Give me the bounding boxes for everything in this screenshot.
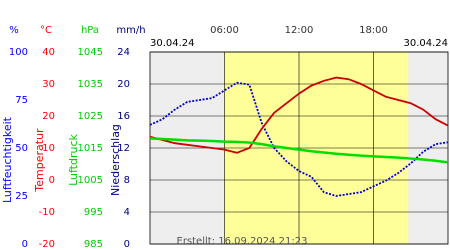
axis-unit: % <box>9 25 19 36</box>
axis-label: Niederschlag <box>109 124 122 196</box>
y-tick-label: 0 <box>124 239 130 250</box>
axis-unit: mm/h <box>116 25 145 36</box>
created-note: Erstellt: 16.09.2024 21:23 <box>177 236 308 247</box>
y-tick-label: 24 <box>117 47 130 58</box>
y-tick-label: 25 <box>15 191 28 202</box>
y-tick-label: 100 <box>9 47 28 58</box>
y-tick-label: 16 <box>117 111 130 122</box>
axis-label: Temperatur <box>33 128 46 193</box>
y-tick-label: 1015 <box>78 143 103 154</box>
y-tick-label: 0 <box>22 239 28 250</box>
plot-frame <box>149 51 449 245</box>
y-tick-label: 0 <box>49 175 55 186</box>
y-tick-label: -20 <box>39 239 55 250</box>
y-tick-label: 995 <box>84 207 103 218</box>
y-tick-label: 30 <box>42 79 55 90</box>
date-right: 30.04.24 <box>403 38 448 49</box>
y-tick-label: 50 <box>15 143 28 154</box>
series-line <box>149 137 449 164</box>
x-tick-label: 12:00 <box>285 25 314 36</box>
series-line <box>149 76 449 154</box>
axis-unit: hPa <box>81 25 99 36</box>
y-tick-label: 12 <box>117 143 130 154</box>
y-tick-label: 10 <box>42 143 55 154</box>
axis-unit: °C <box>40 25 52 36</box>
x-tick-label: 18:00 <box>359 25 388 36</box>
y-tick-label: 1035 <box>78 79 103 90</box>
y-tick-label: -10 <box>39 207 55 218</box>
y-tick-label: 20 <box>117 79 130 90</box>
axis-label: Luftfeuchtigkeit <box>1 116 14 203</box>
y-tick-label: 1025 <box>78 111 103 122</box>
series-line <box>149 81 449 197</box>
y-tick-label: 985 <box>84 239 103 250</box>
y-tick-label: 4 <box>124 207 130 218</box>
y-tick-label: 1005 <box>78 175 103 186</box>
x-tick-label: 06:00 <box>210 25 239 36</box>
axis-label: Luftdruck <box>67 133 80 185</box>
y-tick-label: 20 <box>42 111 55 122</box>
y-tick-label: 1045 <box>78 47 103 58</box>
y-tick-label: 40 <box>42 47 55 58</box>
date-left: 30.04.24 <box>150 38 195 49</box>
y-tick-label: 75 <box>15 95 28 106</box>
y-tick-label: 8 <box>124 175 130 186</box>
